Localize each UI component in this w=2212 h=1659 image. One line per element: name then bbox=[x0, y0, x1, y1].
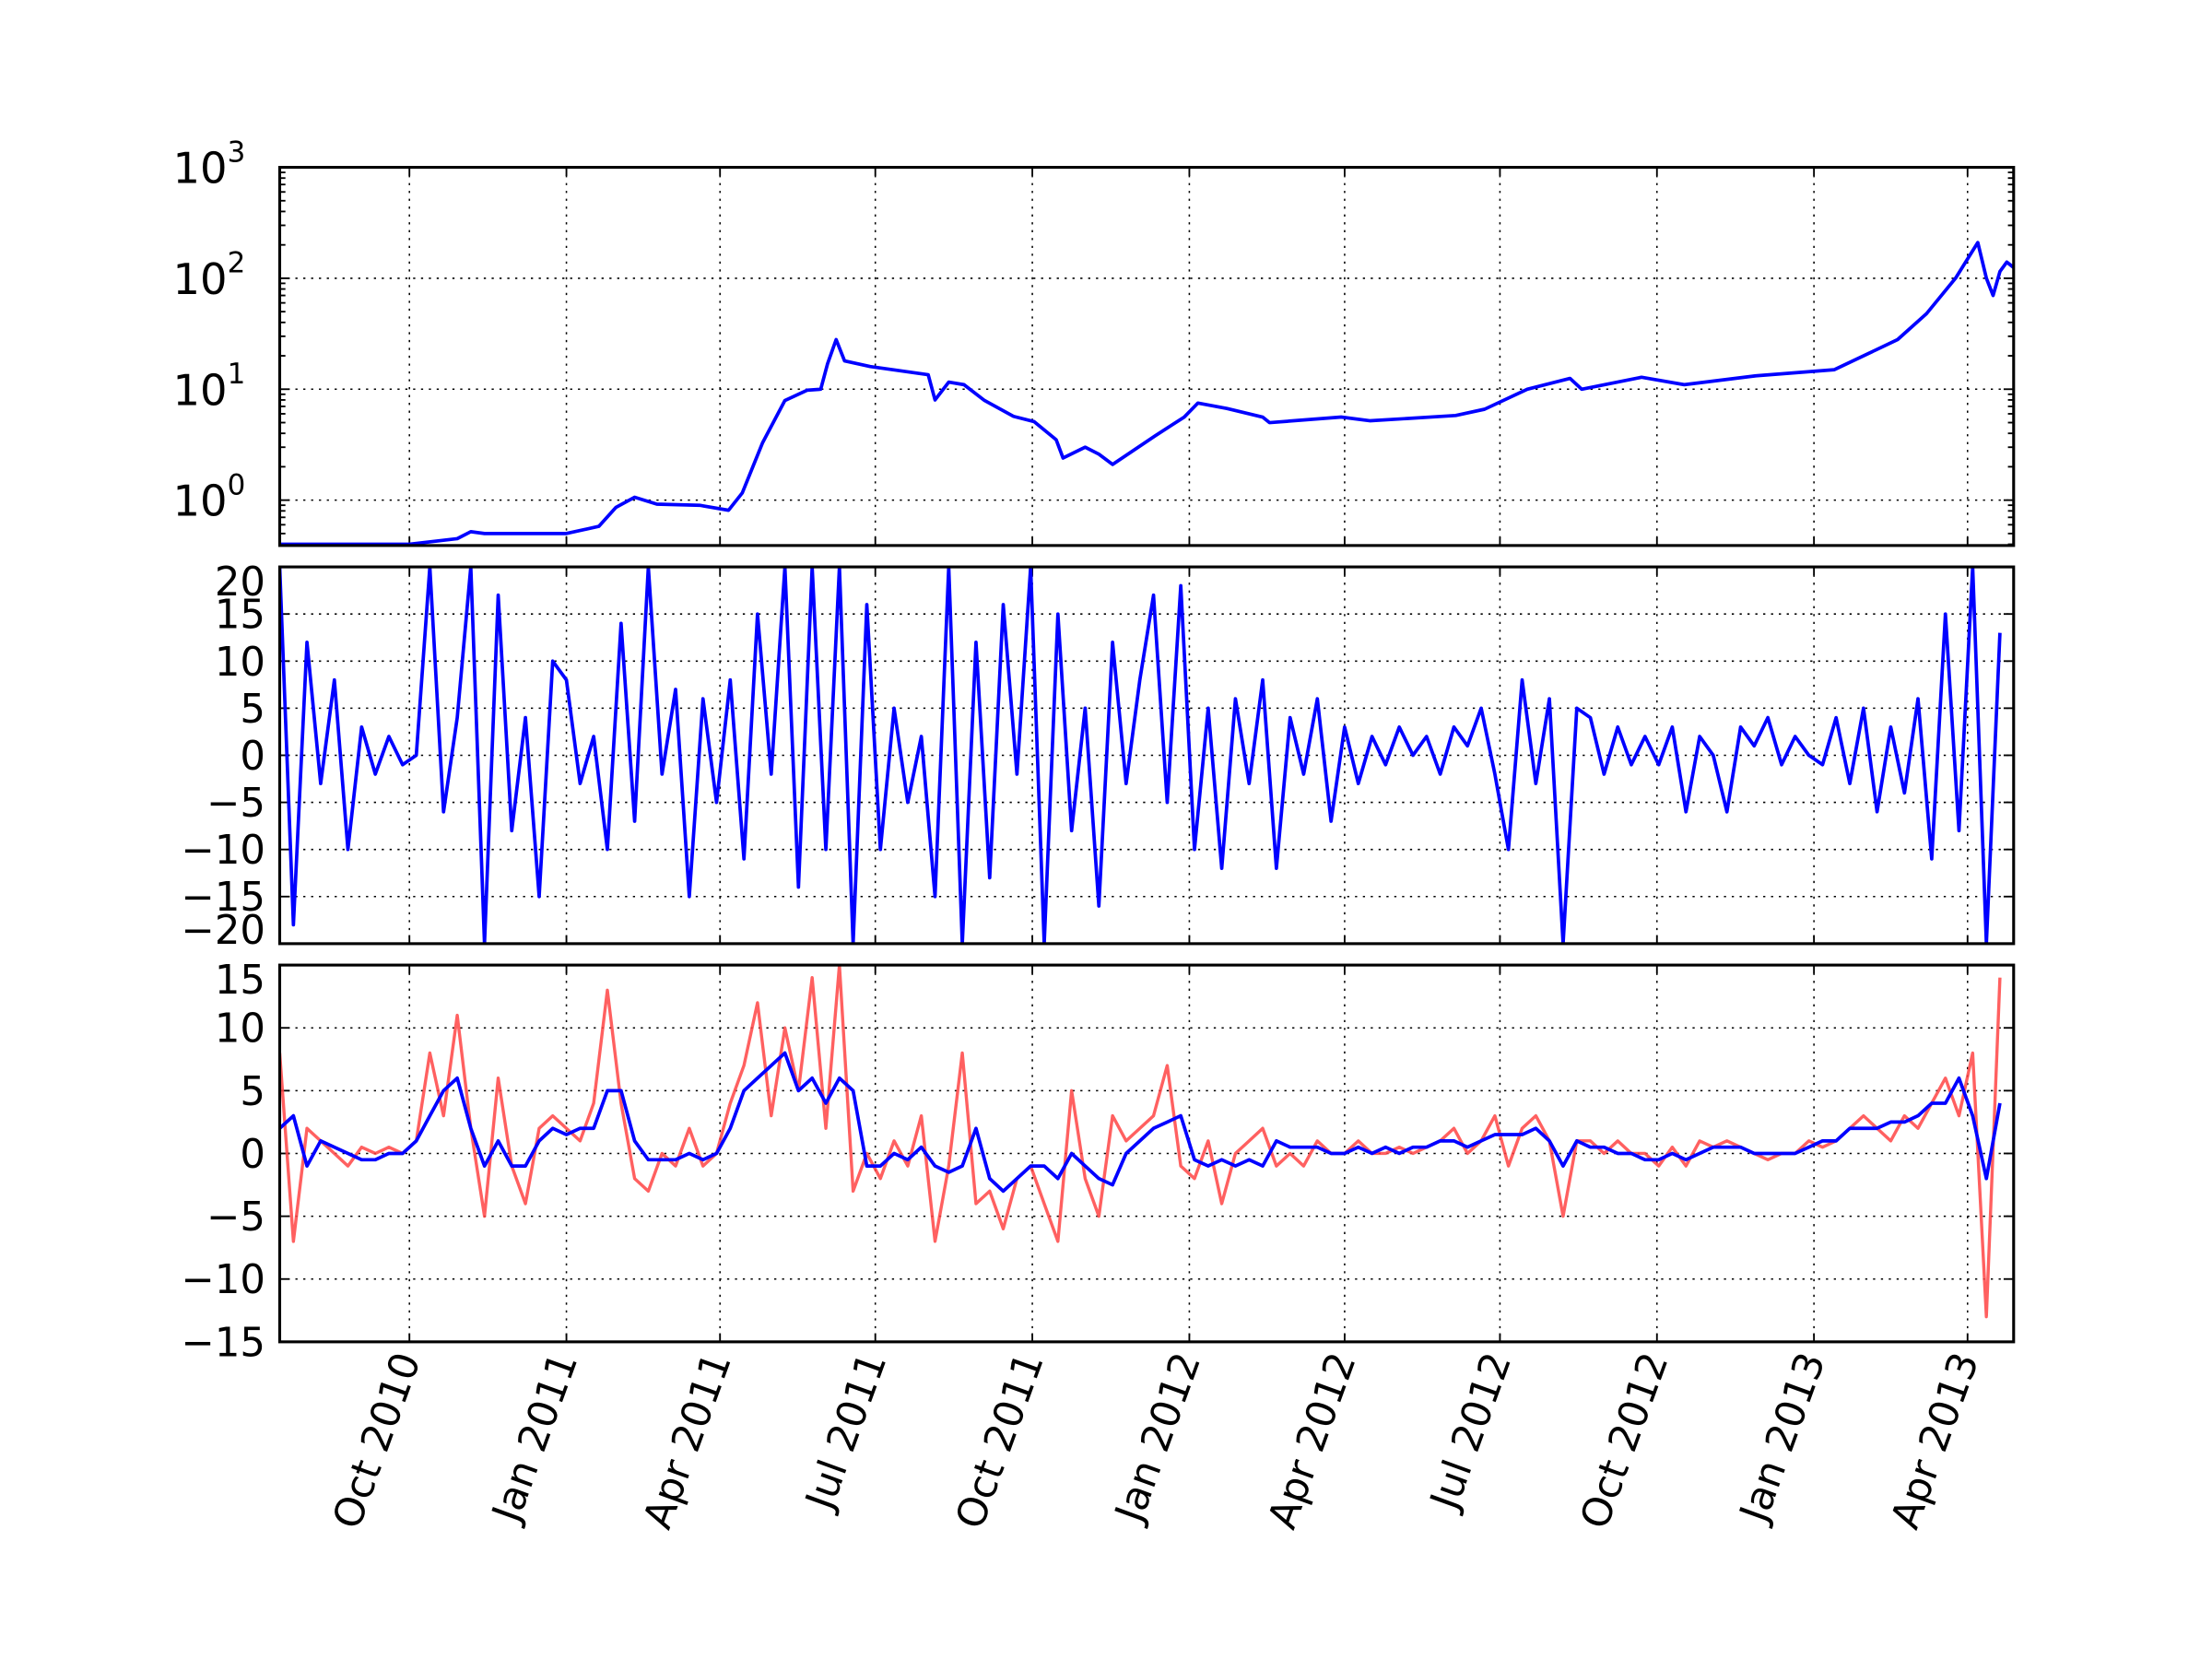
y-tick-label: −5 bbox=[206, 781, 265, 827]
y-tick-label: 15 bbox=[215, 958, 265, 1004]
series-line-daily-change bbox=[279, 567, 2002, 944]
y-tick-label: −10 bbox=[182, 828, 265, 874]
y-tick-label: 103 bbox=[173, 135, 246, 193]
y-tick-label: 0 bbox=[240, 734, 265, 780]
y-tick-label: 5 bbox=[240, 1069, 265, 1115]
series-line-long-average bbox=[279, 1051, 2002, 1194]
series-line-price bbox=[279, 241, 2014, 546]
y-tick-label: −5 bbox=[206, 1194, 265, 1241]
y-tick-label: 5 bbox=[240, 687, 265, 733]
y-tick-label: 15 bbox=[215, 593, 265, 639]
y-tick-label: 0 bbox=[240, 1132, 265, 1178]
y-tick-label: 20 bbox=[215, 559, 265, 606]
y-tick-label: −15 bbox=[182, 1320, 265, 1366]
y-tick-label: −20 bbox=[182, 908, 265, 954]
y-tick-label: 10 bbox=[215, 1006, 265, 1053]
y-tick-label: −15 bbox=[182, 875, 265, 921]
axes-frame bbox=[277, 565, 2016, 946]
y-tick-label: −10 bbox=[182, 1257, 265, 1303]
axes-frame bbox=[277, 165, 2016, 547]
axes-frame bbox=[277, 963, 2016, 1344]
y-tick-label: 10 bbox=[215, 640, 265, 686]
